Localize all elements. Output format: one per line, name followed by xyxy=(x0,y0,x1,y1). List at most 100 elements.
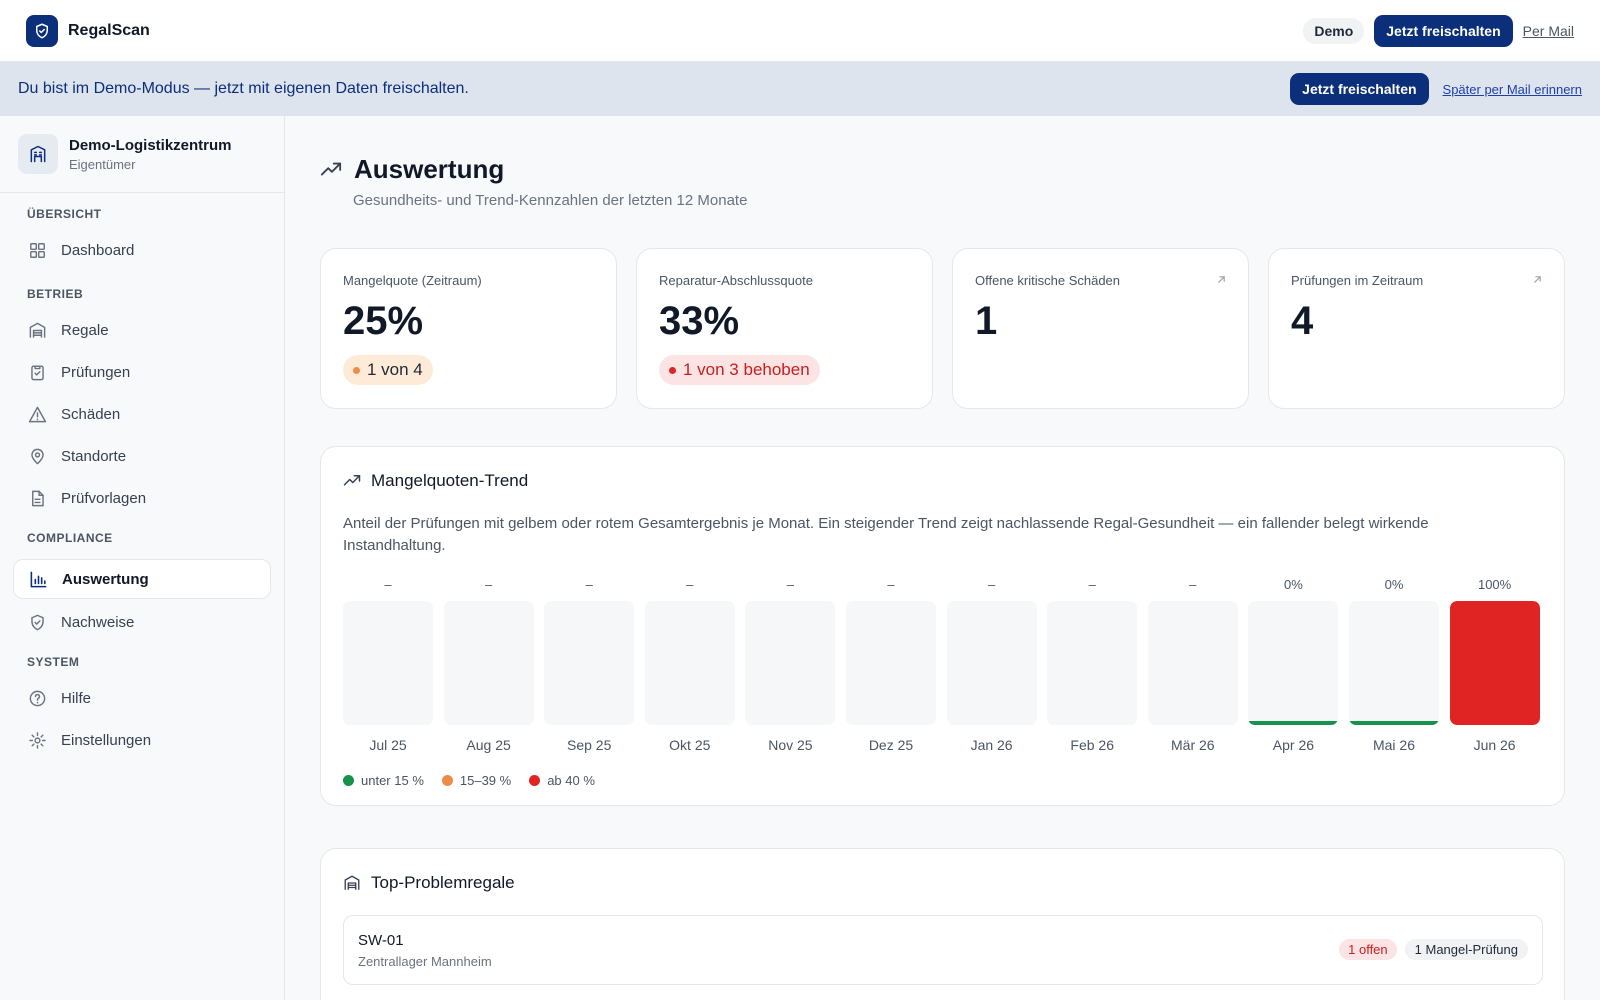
kpi-label: Reparatur-Abschlussquote xyxy=(659,273,813,288)
bar-category-label: Jun 26 xyxy=(1473,737,1516,753)
sidebar-item-label: Auswertung xyxy=(62,570,149,588)
bar-column: – Aug 25 xyxy=(443,577,534,757)
bar-value-label: 0% xyxy=(1283,577,1303,592)
bar-value-label: – xyxy=(1189,577,1197,592)
bar-track xyxy=(1147,601,1238,725)
banner-unlock-button[interactable]: Jetzt freischalten xyxy=(1290,73,1429,105)
nav-section-operations: BETRIEB xyxy=(27,287,84,301)
legend-item-low: unter 15 % xyxy=(343,773,424,788)
bar-category-label: Sep 25 xyxy=(567,737,612,753)
shield-check-icon xyxy=(27,612,47,632)
kpi-card-open-critical[interactable]: Offene kritische Schäden 1 xyxy=(952,248,1249,409)
sidebar-item-label: Hilfe xyxy=(61,689,92,707)
sidebar-item-schaeden[interactable]: Schäden xyxy=(13,394,271,434)
bar-track xyxy=(1248,601,1339,725)
kpi-value: 4 xyxy=(1291,299,1314,343)
logo[interactable] xyxy=(26,14,58,47)
demo-badge: Demo xyxy=(1303,17,1365,44)
help-circle-icon xyxy=(27,688,47,708)
sidebar-item-label: Nachweise xyxy=(61,613,135,631)
kpi-card-defect-rate: Mangelquote (Zeitraum) 25% 1 von 4 xyxy=(320,248,617,409)
bar-track xyxy=(745,601,836,725)
sidebar: Demo-Logistikzentrum Eigentümer ÜBERSICH… xyxy=(0,116,285,1000)
page-subtitle: Gesundheits- und Trend-Kennzahlen der le… xyxy=(353,192,748,209)
unlock-button[interactable]: Jetzt freischalten xyxy=(1374,14,1513,47)
trend-title: Mangelquoten-Trend xyxy=(371,471,529,490)
kpi-value: 25% xyxy=(343,299,424,343)
banner-text: Du bist im Demo-Modus — jetzt mit eigene… xyxy=(18,80,469,97)
trending-up-icon xyxy=(320,162,342,175)
defect-inspection-badge: 1 Mangel-Prüfung xyxy=(1404,939,1528,960)
bar-category-label: Dez 25 xyxy=(868,737,914,753)
bar-column: 0% Mai 26 xyxy=(1349,577,1439,757)
sidebar-item-auswertung[interactable]: Auswertung xyxy=(13,559,271,599)
clipboard-check-icon xyxy=(27,362,47,382)
sidebar-item-label: Standorte xyxy=(61,447,127,465)
kpi-value: 33% xyxy=(659,299,740,343)
bar-value-label: – xyxy=(887,577,895,592)
file-text-icon xyxy=(27,488,47,508)
bar[interactable] xyxy=(1248,721,1339,725)
mail-link[interactable]: Per Mail xyxy=(1522,22,1574,39)
bar-category-label: Nov 25 xyxy=(768,737,813,753)
rack-row[interactable]: SW-01 Zentrallager Mannheim 1 offen 1 Ma… xyxy=(343,915,1543,985)
bar-column: – Jul 25 xyxy=(343,577,433,757)
sidebar-item-standorte[interactable]: Standorte xyxy=(13,436,271,476)
bar-category-label: Jul 25 xyxy=(369,737,407,753)
bar-column: 0% Apr 26 xyxy=(1248,577,1339,757)
brand-name: RegalScan xyxy=(68,21,150,39)
sidebar-item-pruefvorlagen[interactable]: Prüfvorlagen xyxy=(13,478,271,518)
kpi-label: Offene kritische Schäden xyxy=(975,273,1121,288)
arrow-up-right-icon[interactable] xyxy=(1215,273,1228,286)
bar-column: – Jan 26 xyxy=(946,577,1037,757)
nav-section-system: SYSTEM xyxy=(27,655,80,669)
arrow-up-right-icon[interactable] xyxy=(1531,273,1544,286)
kpi-label: Prüfungen im Zeitraum xyxy=(1291,273,1424,288)
open-count-badge: 1 offen xyxy=(1339,939,1397,960)
sidebar-item-hilfe[interactable]: Hilfe xyxy=(13,678,271,718)
sidebar-item-regale[interactable]: Regale xyxy=(13,310,271,350)
bar-category-label: Aug 25 xyxy=(466,737,511,753)
gear-icon xyxy=(27,730,47,750)
sidebar-item-label: Einstellungen xyxy=(61,731,152,749)
bar[interactable] xyxy=(1349,721,1439,725)
bar[interactable] xyxy=(1449,601,1540,725)
org-role: Eigentümer xyxy=(69,156,136,172)
rack-location: Zentrallager Mannheim xyxy=(358,954,492,969)
sidebar-item-label: Dashboard xyxy=(61,241,135,259)
main-content: Auswertung Gesundheits- und Trend-Kennza… xyxy=(286,116,1600,1000)
bar-category-label: Feb 26 xyxy=(1070,737,1114,753)
bar-category-label: Mai 26 xyxy=(1372,737,1416,753)
bar-column: – Okt 25 xyxy=(644,577,735,757)
trend-bar-chart: – Jul 25 – Aug 25 – Sep 25 – Okt 25 – Nov 25 – Dez … xyxy=(343,577,1540,757)
bar-value-label: 100% xyxy=(1477,577,1512,592)
sidebar-item-pruefungen[interactable]: Prüfungen xyxy=(13,352,271,392)
bar-track xyxy=(343,601,433,725)
nav-section-compliance: COMPLIANCE xyxy=(27,531,113,545)
bar-track xyxy=(1449,601,1540,725)
kpi-card-inspections[interactable]: Prüfungen im Zeitraum 4 xyxy=(1268,248,1565,409)
shield-check-icon xyxy=(36,23,48,38)
warehouse-icon xyxy=(27,320,47,340)
bar-column: – Sep 25 xyxy=(544,577,635,757)
legend-dot xyxy=(529,775,541,786)
sidebar-item-nachweise[interactable]: Nachweise xyxy=(13,602,271,642)
kpi-badge: 1 von 3 behoben xyxy=(659,355,820,385)
bar-value-label: – xyxy=(585,577,593,592)
sidebar-item-dashboard[interactable]: Dashboard xyxy=(13,230,271,270)
bar-track xyxy=(443,601,534,725)
bar-value-label: – xyxy=(384,577,392,592)
top-problem-racks-card: Top-Problemregale SW-01 Zentrallager Man… xyxy=(320,848,1565,1000)
sidebar-item-label: Prüfungen xyxy=(61,363,131,381)
bar-track xyxy=(946,601,1037,725)
trend-description: Anteil der Prüfungen mit gelbem oder rot… xyxy=(343,515,1429,554)
chart-legend: unter 15 % 15–39 % ab 40 % xyxy=(343,773,595,788)
kpi-value: 1 xyxy=(975,299,998,343)
building-icon xyxy=(18,134,58,174)
warning-triangle-icon xyxy=(27,404,47,424)
org-switcher[interactable]: Demo-Logistikzentrum Eigentümer xyxy=(0,116,284,193)
bar-category-label: Apr 26 xyxy=(1272,737,1315,753)
page-title: Auswertung xyxy=(354,154,505,184)
sidebar-item-einstellungen[interactable]: Einstellungen xyxy=(13,720,271,760)
remind-later-link[interactable]: Später per Mail erinnern xyxy=(1442,81,1582,97)
